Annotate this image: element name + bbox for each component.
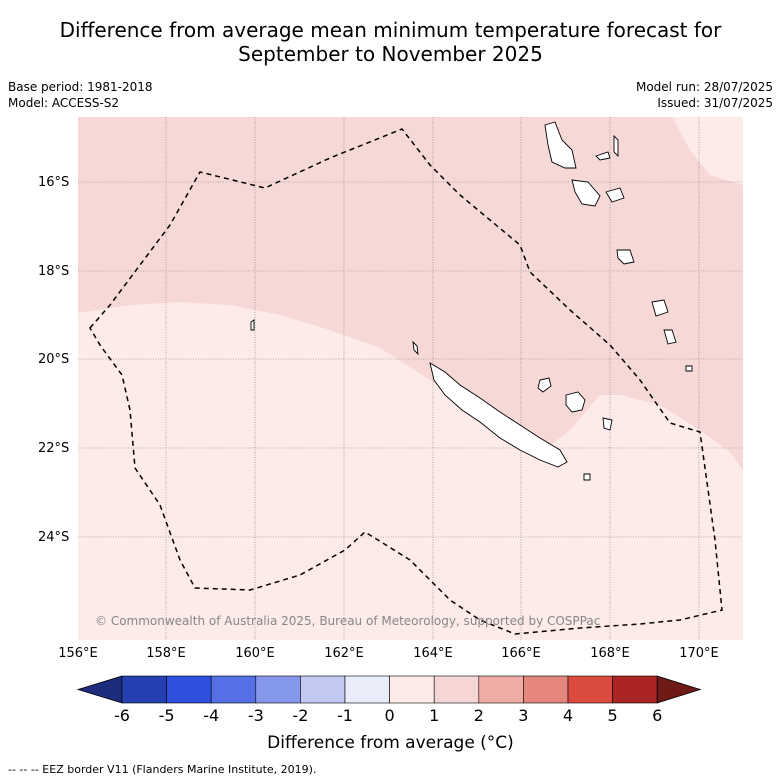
colorbar-segment: [389, 675, 435, 704]
chesterfield-island: [250, 319, 255, 331]
lon-label-166e: 166°E: [501, 646, 541, 661]
vanuatu-island-3: [613, 134, 619, 158]
title-line-1: Difference from average mean minimum tem…: [59, 18, 722, 42]
issued-date: Issued: 31/07/2025: [657, 96, 773, 110]
lon-label-162e: 162°E: [324, 646, 364, 661]
colorbar-segment: [433, 675, 480, 704]
colorbar-tick-label: -2: [292, 706, 309, 725]
lon-label-170e: 170°E: [679, 646, 719, 661]
colorbar-segment: [612, 675, 658, 704]
colorbar-tick-label: 5: [607, 706, 618, 725]
new-caledonia: [429, 362, 568, 468]
base-period: Base period: 1981-2018: [8, 80, 153, 94]
model-name: Model: ACCESS-S2: [8, 96, 120, 110]
lat-label-18s: 18°S: [38, 264, 70, 279]
lon-label-168e: 168°E: [590, 646, 630, 661]
loyalty-island-2: [565, 391, 586, 413]
lon-label-160e: 160°E: [235, 646, 275, 661]
colorbar-segment: [478, 675, 524, 704]
colorbar-tick-label: -6: [114, 706, 130, 725]
colorbar-segment: [523, 675, 569, 704]
lat-label-16s: 16°S: [38, 175, 70, 190]
colorbar-tick-label: 2: [473, 706, 484, 725]
model-run: Model run: 28/07/2025: [635, 80, 773, 94]
loyalty-island-3: [602, 417, 613, 431]
vanuatu-island-5: [605, 187, 625, 203]
colorbar-tick-label: 0: [384, 706, 395, 725]
colorbar-segment: [300, 675, 346, 704]
colorbar-tick-label: -4: [203, 706, 220, 725]
meta-left: Base period: 1981-2018 Model: ACCESS-S2: [8, 79, 153, 111]
lat-label-20s: 20°S: [38, 352, 70, 367]
vanuatu-malakula: [571, 179, 601, 207]
colorbar-extend-high: [656, 675, 702, 704]
lon-label-158e: 158°E: [146, 646, 186, 661]
vanuatu-aneityum: [685, 365, 693, 372]
belep-islands: [412, 340, 419, 356]
vanuatu-erromango: [651, 299, 669, 317]
title-line-2: September to November 2025: [238, 42, 543, 66]
vanuatu-efate: [616, 249, 635, 265]
colorbar-tick-label: -1: [337, 706, 353, 725]
colorbar-label: Difference from average (°C): [267, 733, 514, 753]
colorbar-tick-label: 1: [429, 706, 440, 725]
colorbar-segment: [567, 675, 613, 704]
anomaly-band-corner: [672, 117, 743, 185]
colorbar-extend-low: [76, 675, 123, 704]
colorbar-segment: [121, 675, 167, 704]
vanuatu-island-2: [595, 151, 611, 161]
colorbar-segment: [166, 675, 212, 704]
eez-footnote: -- -- -- EEZ border V11 (Flanders Marine…: [8, 763, 317, 776]
colorbar-tick-label: 4: [562, 706, 574, 725]
isle-of-pines: [583, 473, 591, 481]
vanuatu-espiritu-santo: [544, 121, 577, 169]
vanuatu-tanna: [663, 329, 677, 345]
colorbar-segment: [344, 675, 390, 704]
colorbar-tick-label: -5: [158, 706, 175, 725]
colorbar-tick-label: 3: [518, 706, 529, 725]
meta-right: Model run: 28/07/2025 Issued: 31/07/2025: [636, 79, 773, 111]
lon-label-164e: 164°E: [413, 646, 453, 661]
lon-label-156e: 156°E: [58, 646, 98, 661]
eez-border: [89, 128, 723, 635]
colorbar-segment: [255, 675, 301, 704]
gridlines: [78, 117, 743, 640]
colorbar-segment: [210, 675, 257, 704]
loyalty-island-1: [537, 377, 552, 393]
landmasses: [250, 121, 693, 481]
lat-label-22s: 22°S: [38, 441, 70, 456]
chart-title: Difference from average mean minimum tem…: [0, 18, 781, 66]
colorbar-tick-label: -3: [247, 706, 264, 725]
colorbar-tick-label: 6: [652, 706, 663, 725]
lat-label-24s: 24°S: [38, 530, 70, 545]
anomaly-band-1-2: [78, 117, 743, 470]
copyright-notice: © Commonwealth of Australia 2025, Bureau…: [95, 614, 601, 628]
